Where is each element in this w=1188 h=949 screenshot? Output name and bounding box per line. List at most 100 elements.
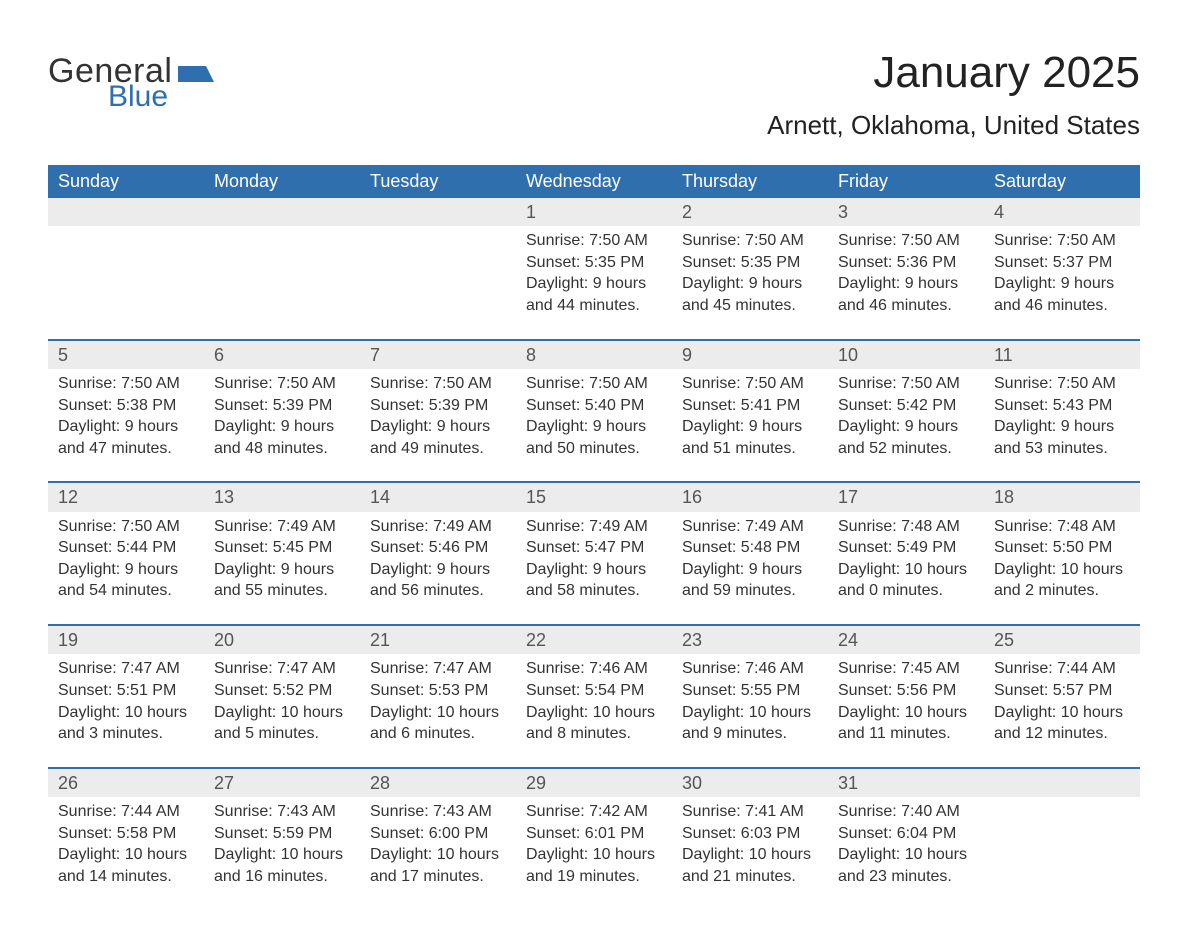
sunrise-line: Sunrise: 7:50 AM — [58, 516, 194, 538]
day-number: 26 — [48, 769, 204, 797]
sunset-line: Sunset: 5:57 PM — [994, 680, 1130, 702]
calendar-empty-cell — [204, 198, 360, 340]
day-number: 15 — [516, 483, 672, 511]
weekday-header: Saturday — [984, 165, 1140, 198]
sunset-line: Sunset: 5:51 PM — [58, 680, 194, 702]
sunrise-line: Sunrise: 7:50 AM — [214, 373, 350, 395]
calendar-day-cell: 30Sunrise: 7:41 AMSunset: 6:03 PMDayligh… — [672, 768, 828, 910]
sunset-line: Sunset: 5:59 PM — [214, 823, 350, 845]
day-number: 12 — [48, 483, 204, 511]
daylight-line: Daylight: 10 hours and 23 minutes. — [838, 844, 974, 887]
daylight-line: Daylight: 9 hours and 58 minutes. — [526, 559, 662, 602]
daylight-line: Daylight: 10 hours and 9 minutes. — [682, 702, 818, 745]
sunset-line: Sunset: 5:42 PM — [838, 395, 974, 417]
daylight-line: Daylight: 9 hours and 50 minutes. — [526, 416, 662, 459]
day-number: 3 — [828, 198, 984, 226]
sunset-line: Sunset: 6:00 PM — [370, 823, 506, 845]
calendar-day-cell: 21 Sunrise: 7:47 AMSunset: 5:53 PMDayligh… — [360, 625, 516, 768]
sunrise-line: Sunrise: 7:49 AM — [370, 516, 506, 538]
day-number: 7 — [360, 341, 516, 369]
sunset-line: Sunset: 5:50 PM — [994, 537, 1130, 559]
sunset-line: Sunset: 6:03 PM — [682, 823, 818, 845]
day-number: 20 — [204, 626, 360, 654]
sunrise-line: Sunrise: 7:48 AM — [994, 516, 1130, 538]
day-number: 29 — [516, 769, 672, 797]
sunset-line: Sunset: 5:36 PM — [838, 252, 974, 274]
sunset-line: Sunset: 5:39 PM — [214, 395, 350, 417]
sunrise-line: Sunrise: 7:50 AM — [994, 373, 1130, 395]
calendar-day-cell: 6Sunrise: 7:50 AMSunset: 5:39 PMDaylight… — [204, 340, 360, 483]
daylight-line: Daylight: 10 hours and 5 minutes. — [214, 702, 350, 745]
sunrise-line: Sunrise: 7:44 AM — [994, 658, 1130, 680]
calendar-empty-cell — [984, 768, 1140, 910]
sunset-line: Sunset: 5:58 PM — [58, 823, 194, 845]
day-number: 18 — [984, 483, 1140, 511]
day-number: 14 — [360, 483, 516, 511]
calendar-day-cell: 20 Sunrise: 7:47 AMSunset: 5:52 PMDayligh… — [204, 625, 360, 768]
sunrise-line: Sunrise: 7:50 AM — [370, 373, 506, 395]
sunrise-line: Sunrise: 7:50 AM — [994, 230, 1130, 252]
day-number: 25 — [984, 626, 1140, 654]
header-region: General Blue January 2025 Arnett, Oklaho… — [48, 48, 1140, 141]
calendar-day-cell: 24Sunrise: 7:45 AMSunset: 5:56 PMDayligh… — [828, 625, 984, 768]
day-number: 21 — [360, 626, 516, 654]
daylight-line: Daylight: 9 hours and 47 minutes. — [58, 416, 194, 459]
daylight-line: Daylight: 9 hours and 52 minutes. — [838, 416, 974, 459]
day-number: 1 — [516, 198, 672, 226]
sunset-line: Sunset: 5:40 PM — [526, 395, 662, 417]
sunset-line: Sunset: 5:44 PM — [58, 537, 194, 559]
sunset-line: Sunset: 5:52 PM — [214, 680, 350, 702]
daylight-line: Daylight: 10 hours and 12 minutes. — [994, 702, 1130, 745]
weekday-header: Friday — [828, 165, 984, 198]
sunset-line: Sunset: 5:54 PM — [526, 680, 662, 702]
day-number — [360, 198, 516, 226]
calendar-day-cell: 5Sunrise: 7:50 AMSunset: 5:38 PMDaylight… — [48, 340, 204, 483]
daylight-line: Daylight: 9 hours and 46 minutes. — [838, 273, 974, 316]
calendar-day-cell: 1Sunrise: 7:50 AMSunset: 5:35 PMDaylight… — [516, 198, 672, 340]
calendar-day-cell: 25 Sunrise: 7:44 AMSunset: 5:57 PMDayligh… — [984, 625, 1140, 768]
sunrise-line: Sunrise: 7:43 AM — [370, 801, 506, 823]
daylight-line: Daylight: 10 hours and 6 minutes. — [370, 702, 506, 745]
calendar-day-cell: 13Sunrise: 7:49 AMSunset: 5:45 PMDayligh… — [204, 482, 360, 625]
calendar-day-cell: 16Sunrise: 7:49 AMSunset: 5:48 PMDayligh… — [672, 482, 828, 625]
daylight-line: Daylight: 9 hours and 49 minutes. — [370, 416, 506, 459]
day-number: 31 — [828, 769, 984, 797]
title-block: January 2025 Arnett, Oklahoma, United St… — [767, 48, 1140, 141]
daylight-line: Daylight: 10 hours and 2 minutes. — [994, 559, 1130, 602]
sunrise-line: Sunrise: 7:40 AM — [838, 801, 974, 823]
day-number: 13 — [204, 483, 360, 511]
location-subtitle: Arnett, Oklahoma, United States — [767, 110, 1140, 141]
sunset-line: Sunset: 5:56 PM — [838, 680, 974, 702]
calendar-day-cell: 14Sunrise: 7:49 AMSunset: 5:46 PMDayligh… — [360, 482, 516, 625]
sunset-line: Sunset: 5:46 PM — [370, 537, 506, 559]
calendar-day-cell: 10Sunrise: 7:50 AMSunset: 5:42 PMDayligh… — [828, 340, 984, 483]
day-number — [48, 198, 204, 226]
daylight-line: Daylight: 9 hours and 45 minutes. — [682, 273, 818, 316]
sunrise-line: Sunrise: 7:47 AM — [214, 658, 350, 680]
calendar-day-cell: 17Sunrise: 7:48 AMSunset: 5:49 PMDayligh… — [828, 482, 984, 625]
sunset-line: Sunset: 5:37 PM — [994, 252, 1130, 274]
day-number: 30 — [672, 769, 828, 797]
sunset-line: Sunset: 5:38 PM — [58, 395, 194, 417]
calendar-day-cell: 9Sunrise: 7:50 AMSunset: 5:41 PMDaylight… — [672, 340, 828, 483]
daylight-line: Daylight: 9 hours and 54 minutes. — [58, 559, 194, 602]
sunrise-line: Sunrise: 7:49 AM — [526, 516, 662, 538]
day-number: 2 — [672, 198, 828, 226]
day-number: 24 — [828, 626, 984, 654]
daylight-line: Daylight: 9 hours and 59 minutes. — [682, 559, 818, 602]
day-number — [204, 198, 360, 226]
sunrise-line: Sunrise: 7:46 AM — [682, 658, 818, 680]
daylight-line: Daylight: 10 hours and 17 minutes. — [370, 844, 506, 887]
calendar-day-cell: 11Sunrise: 7:50 AMSunset: 5:43 PMDayligh… — [984, 340, 1140, 483]
day-number: 6 — [204, 341, 360, 369]
calendar-day-cell: 28Sunrise: 7:43 AMSunset: 6:00 PMDayligh… — [360, 768, 516, 910]
sunrise-line: Sunrise: 7:47 AM — [370, 658, 506, 680]
daylight-line: Daylight: 9 hours and 55 minutes. — [214, 559, 350, 602]
daylight-line: Daylight: 9 hours and 51 minutes. — [682, 416, 818, 459]
daylight-line: Daylight: 10 hours and 19 minutes. — [526, 844, 662, 887]
day-number: 22 — [516, 626, 672, 654]
day-number: 19 — [48, 626, 204, 654]
weekday-header: Wednesday — [516, 165, 672, 198]
sunset-line: Sunset: 5:53 PM — [370, 680, 506, 702]
calendar-day-cell: 23Sunrise: 7:46 AMSunset: 5:55 PMDayligh… — [672, 625, 828, 768]
